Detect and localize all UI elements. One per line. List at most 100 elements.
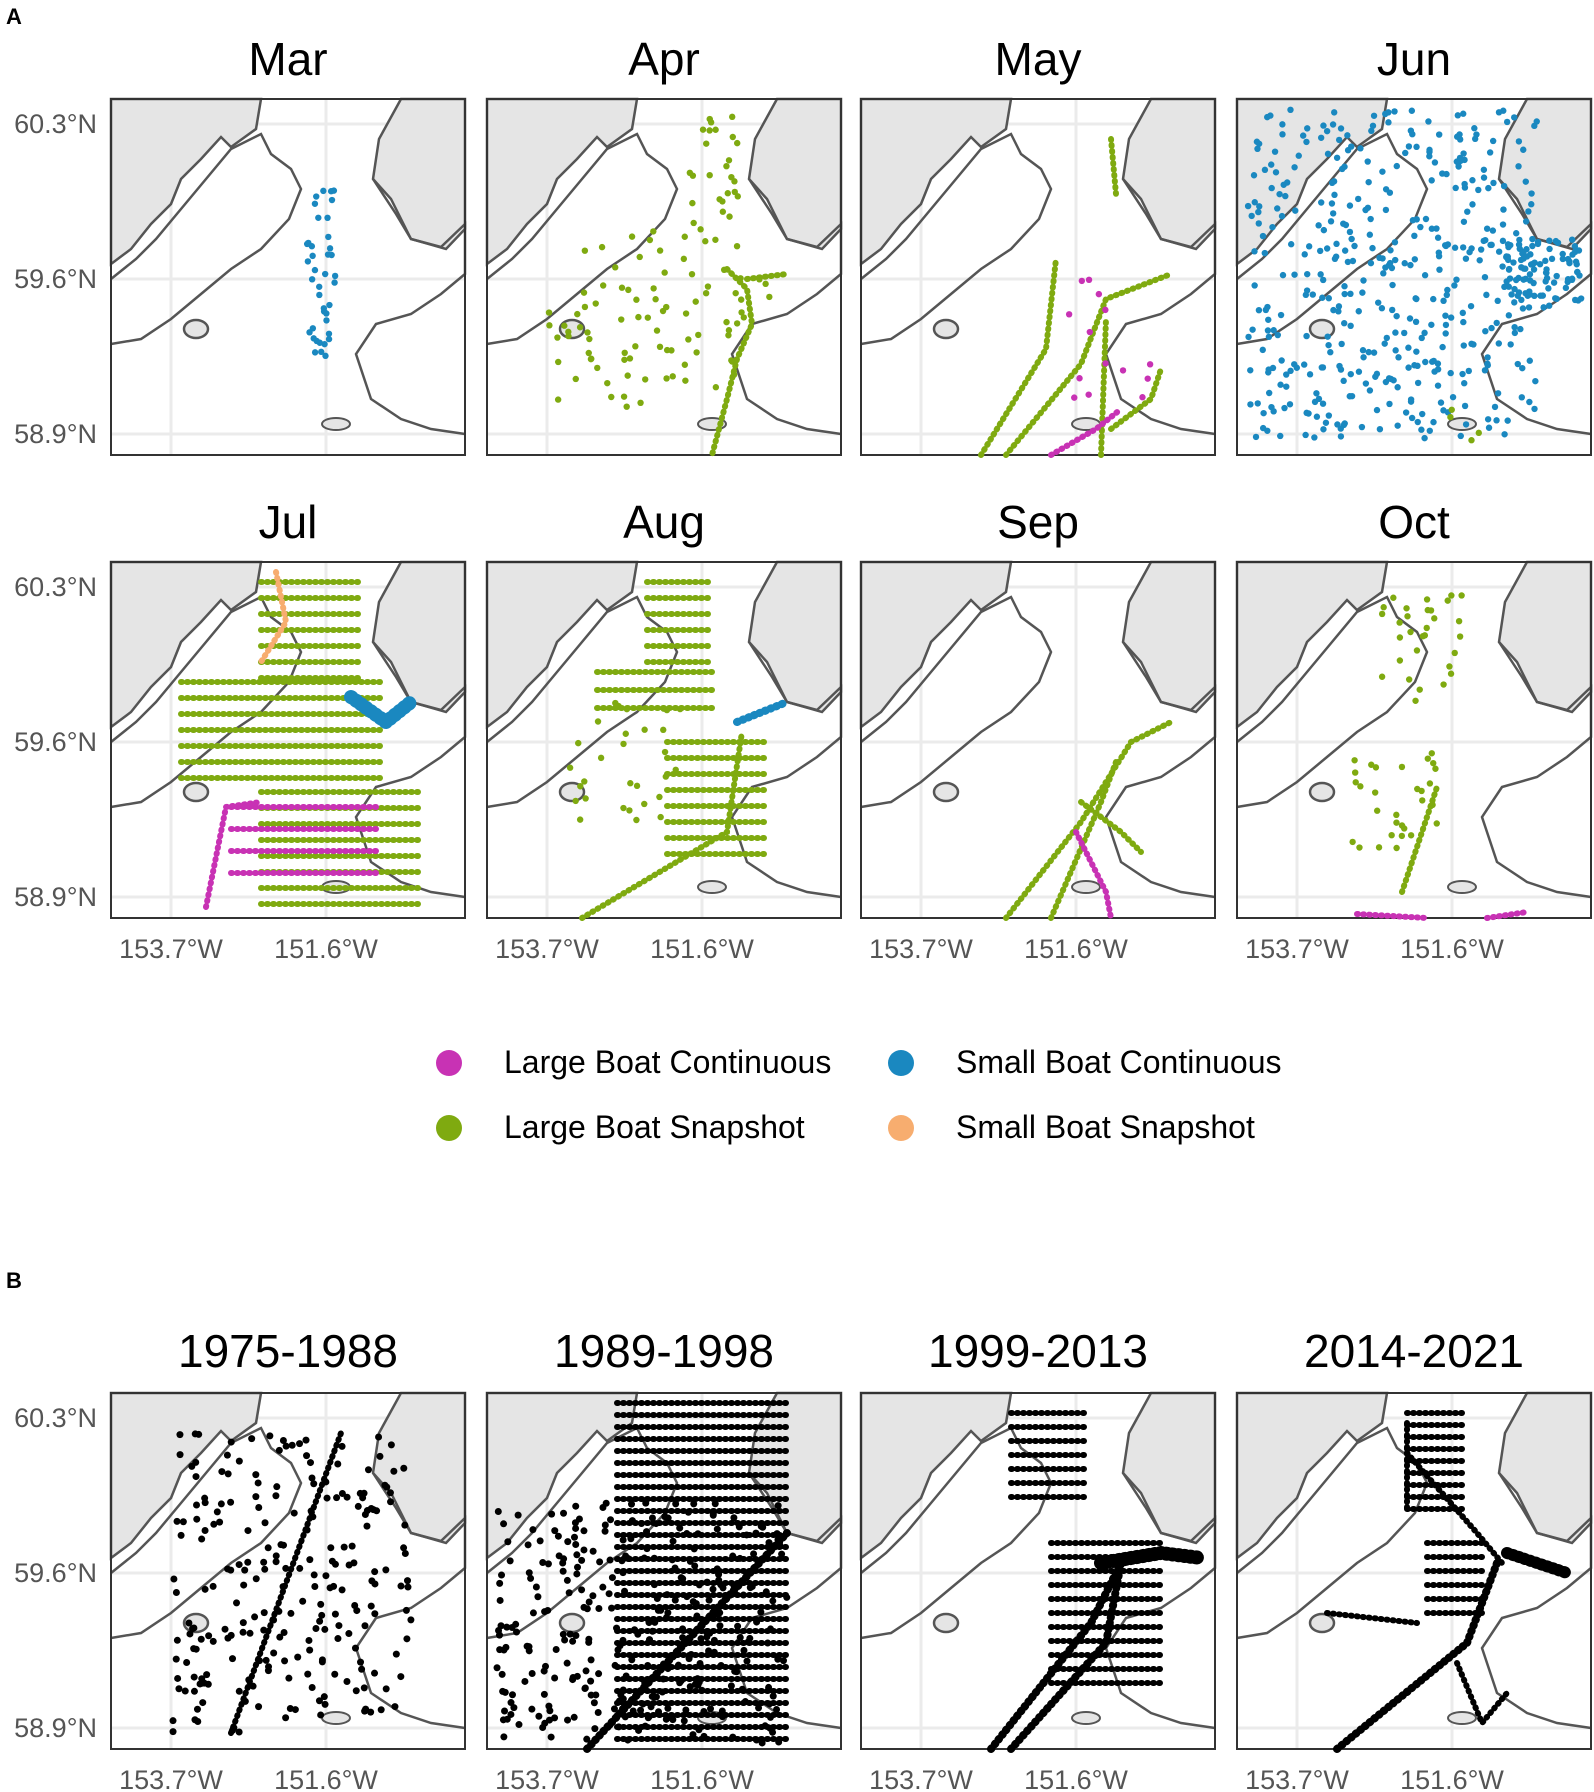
survey-point <box>1495 340 1502 347</box>
survey-point <box>1504 241 1512 248</box>
survey-point <box>371 1568 379 1576</box>
survey-point <box>1268 184 1275 192</box>
survey-point <box>1277 432 1284 440</box>
survey-point <box>1423 624 1430 632</box>
survey-point <box>1383 334 1390 342</box>
survey-point <box>545 1702 553 1710</box>
survey-point <box>1440 681 1447 688</box>
survey-point <box>1452 184 1459 192</box>
survey-point <box>676 1524 684 1532</box>
survey-point <box>539 1558 547 1566</box>
survey-point <box>1513 230 1520 237</box>
survey-point <box>235 1561 243 1569</box>
survey-point <box>544 1560 552 1568</box>
survey-point <box>404 1583 412 1591</box>
survey-point <box>1317 271 1324 278</box>
survey-track <box>1003 271 1174 458</box>
survey-point <box>728 357 735 364</box>
survey-point <box>325 233 332 241</box>
facet-title: 1989-1998 <box>554 1325 774 1377</box>
survey-point <box>1378 305 1386 312</box>
survey-point <box>1550 279 1558 286</box>
survey-point <box>176 1431 184 1439</box>
survey-track <box>1048 406 1124 458</box>
survey-point <box>224 1565 232 1573</box>
survey-point <box>311 200 319 207</box>
survey-point <box>1418 334 1425 342</box>
survey-point <box>566 764 574 771</box>
survey-point <box>1264 327 1272 334</box>
survey-point <box>498 1571 506 1579</box>
survey-point <box>1435 249 1443 256</box>
survey-point <box>1331 109 1338 116</box>
survey-point <box>1495 248 1503 255</box>
survey-point <box>218 1468 226 1476</box>
survey-point <box>255 1503 263 1511</box>
survey-point <box>176 1451 184 1459</box>
survey-point <box>1393 844 1400 852</box>
survey-track <box>1094 1545 1208 1570</box>
survey-point <box>608 1574 616 1582</box>
facet-title: 1999-2013 <box>928 1325 1148 1377</box>
survey-point <box>1247 401 1254 408</box>
survey-point <box>1255 140 1263 147</box>
survey-point <box>725 332 732 339</box>
survey-point <box>1270 408 1277 415</box>
survey-point <box>1493 319 1500 327</box>
survey-point <box>1387 247 1394 254</box>
survey-point <box>709 1585 717 1593</box>
survey-point <box>1371 789 1379 796</box>
survey-point <box>669 373 676 380</box>
survey-point <box>523 1642 531 1650</box>
survey-point <box>1359 289 1366 296</box>
survey-point <box>706 127 713 134</box>
survey-point <box>1489 137 1497 145</box>
survey-point <box>1542 269 1550 276</box>
survey-point <box>352 1687 360 1695</box>
survey-point <box>1483 225 1491 232</box>
survey-point <box>262 1656 270 1664</box>
survey-point <box>1364 158 1371 165</box>
survey-point <box>363 1522 371 1530</box>
survey-point <box>306 1646 314 1654</box>
survey-point <box>309 252 316 260</box>
survey-point <box>294 1653 302 1661</box>
survey-point <box>1448 592 1455 599</box>
survey-point <box>1542 257 1549 265</box>
survey-point <box>712 236 719 243</box>
survey-point <box>169 1717 177 1725</box>
survey-point <box>506 1557 514 1565</box>
survey-point <box>1519 364 1526 372</box>
legend-item-small-snapshot: Small Boat Snapshot <box>888 1109 1255 1146</box>
survey-point <box>1500 206 1507 213</box>
survey-point <box>1291 164 1298 171</box>
survey-point <box>325 330 333 337</box>
survey-point <box>331 272 339 280</box>
survey-point <box>1423 596 1431 603</box>
survey-point <box>1367 259 1375 267</box>
survey-point <box>576 816 584 823</box>
survey-point <box>1512 276 1520 284</box>
survey-point <box>621 349 628 357</box>
facet-title: Aug <box>623 496 705 548</box>
survey-point <box>578 1586 586 1594</box>
survey-point <box>1385 119 1392 126</box>
survey-point <box>1271 148 1279 155</box>
survey-point <box>1481 273 1489 281</box>
survey-point <box>387 1441 395 1449</box>
survey-point <box>324 214 331 222</box>
survey-point <box>1453 276 1460 283</box>
survey-point <box>310 1571 318 1579</box>
survey-point <box>566 1630 574 1638</box>
survey-point <box>521 1677 529 1685</box>
survey-point <box>282 1442 290 1450</box>
survey-point <box>1528 190 1535 197</box>
survey-point <box>252 1575 260 1583</box>
survey-point <box>1475 429 1482 437</box>
x-tick-label: 153.7°W <box>119 1765 223 1792</box>
survey-point <box>1365 348 1372 356</box>
survey-point <box>1545 285 1552 292</box>
survey-point <box>707 1705 715 1713</box>
survey-track <box>1484 909 1530 921</box>
survey-point <box>1324 333 1331 340</box>
